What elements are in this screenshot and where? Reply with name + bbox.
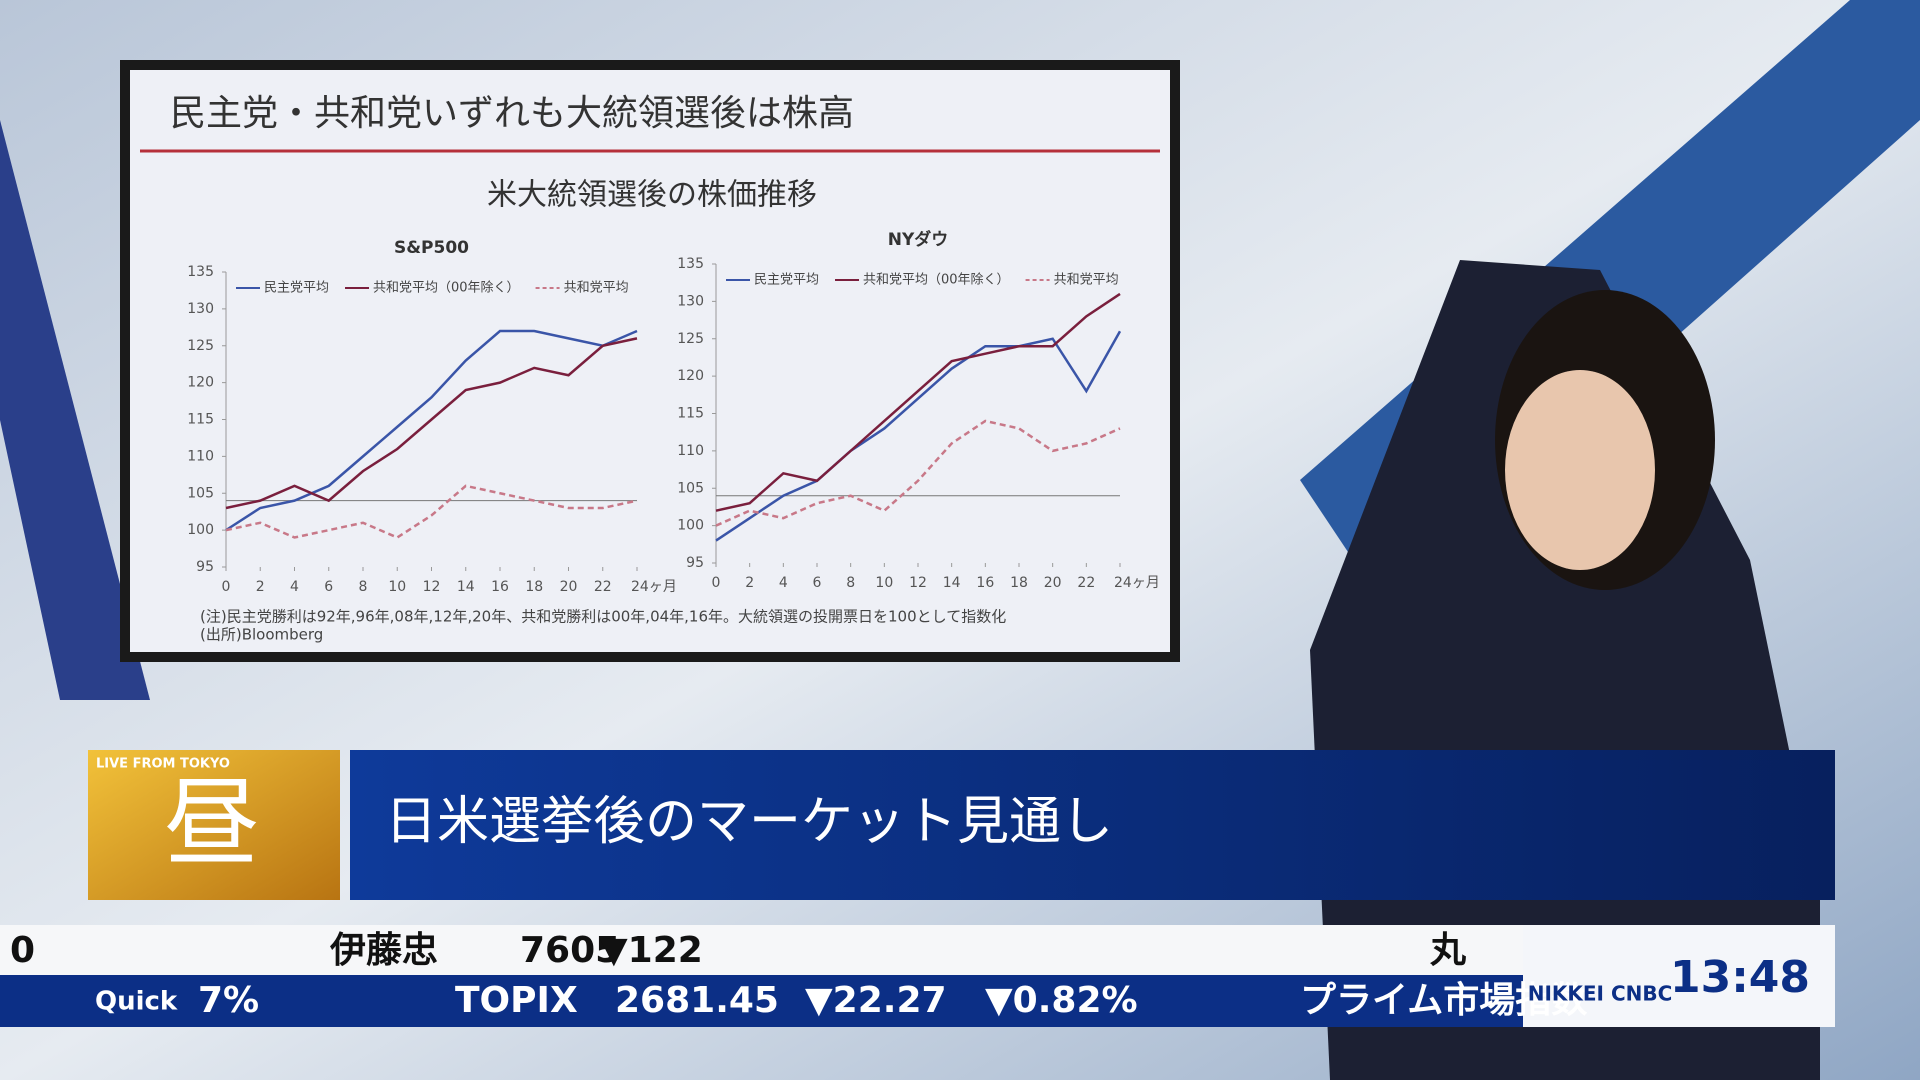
slide-title: 民主党・共和党いずれも大統領選後は株高 (170, 93, 854, 134)
x-tick-label: 16 (491, 579, 509, 595)
ticker-item: ▼122 (600, 930, 703, 971)
y-tick-label: 115 (677, 406, 704, 422)
ticker-bottom (0, 975, 1523, 1027)
y-tick-label: 130 (187, 301, 214, 317)
x-tick-label: 22 (594, 579, 612, 595)
x-tick-label: 4 (779, 575, 788, 591)
ticker-item: 7% (198, 980, 259, 1021)
x-tick-label: 14 (943, 575, 961, 591)
ticker-item: Quick (95, 987, 178, 1017)
legend-label: 民主党平均 (754, 273, 819, 288)
y-tick-label: 120 (187, 375, 214, 391)
x-tick-label: 2 (256, 579, 265, 595)
x-tick-label: 0 (222, 579, 231, 595)
slide (130, 70, 1170, 652)
x-tick-label: 8 (846, 575, 855, 591)
segment-label: 昼 (164, 767, 260, 879)
ticker-item: 丸 (1429, 930, 1466, 971)
series-line (715, 419, 1121, 527)
ticker-item: 0 (10, 930, 35, 971)
y-tick-label: 95 (196, 559, 214, 575)
ticker-top (0, 925, 1523, 975)
y-tick-label: 120 (677, 368, 704, 384)
ticker-item: 伊藤忠 (329, 930, 438, 971)
series-line (715, 330, 1122, 542)
series-line (225, 329, 638, 532)
y-tick-label: 100 (187, 522, 214, 538)
x-tick-label: 6 (813, 575, 822, 591)
series-line (715, 292, 1121, 512)
ticker-item: ▼22.27 (805, 980, 947, 1021)
slide-note: (出所)Bloomberg (200, 626, 323, 644)
ticker-item: プライム市場指数 (1300, 980, 1587, 1021)
clock: 13:48 (1670, 952, 1810, 1003)
x-tick-label: 4 (290, 579, 299, 595)
legend-label: 共和党平均（00年除く） (373, 281, 520, 296)
live-label: LIVE FROM TOKYO (96, 757, 230, 772)
series-line (225, 484, 638, 539)
y-tick-label: 135 (187, 264, 214, 280)
x-tick-label: 18 (525, 579, 543, 595)
x-tick-label: 14 (457, 579, 475, 595)
x-tick-label: 12 (909, 575, 927, 591)
x-tick-label: 16 (976, 575, 994, 591)
legend-label: 共和党平均（00年除く） (863, 273, 1010, 288)
headline-bar (350, 750, 1835, 900)
legend-label: 民主党平均 (264, 281, 329, 296)
y-tick-label: 105 (187, 485, 214, 501)
x-tick-label: 0 (712, 575, 721, 591)
series-line (225, 337, 638, 510)
slide-note: (注)民主党勝利は92年,96年,08年,12年,20年、共和党勝利は00年,0… (200, 608, 1006, 626)
y-tick-label: 105 (677, 480, 704, 496)
legend-label: 共和党平均 (1054, 273, 1119, 288)
x-tick-label: 24ヶ月 (631, 579, 677, 595)
chart-title: S&P500 (394, 238, 469, 258)
y-tick-label: 95 (686, 555, 704, 571)
x-tick-label: 6 (324, 579, 333, 595)
x-tick-label: 12 (423, 579, 441, 595)
studio-panel (0, 120, 150, 700)
x-tick-label: 22 (1077, 575, 1095, 591)
x-tick-label: 10 (388, 579, 406, 595)
y-tick-label: 125 (677, 331, 704, 347)
chart-title: NYダウ (888, 229, 949, 250)
ticker-item: 7605 (520, 930, 620, 971)
y-tick-label: 115 (187, 412, 214, 428)
x-tick-label: 24ヶ月 (1114, 575, 1160, 591)
ticker-item: ▼0.82% (985, 980, 1138, 1021)
ticker-item: TOPIX (455, 980, 578, 1021)
slide-subtitle: 米大統領選後の株価推移 (487, 178, 817, 213)
x-tick-label: 10 (875, 575, 893, 591)
y-tick-label: 125 (187, 338, 214, 354)
y-tick-label: 100 (677, 518, 704, 534)
x-tick-label: 2 (745, 575, 754, 591)
ticker-item: 2681.45 (615, 980, 779, 1021)
logo: NIKKEI CNBC (1528, 982, 1673, 1006)
x-tick-label: 8 (359, 579, 368, 595)
presenter-face (1505, 370, 1655, 570)
headline: 日米選挙後のマーケット見通し (385, 792, 1113, 852)
y-tick-label: 135 (677, 256, 704, 272)
y-tick-label: 110 (677, 443, 704, 459)
x-tick-label: 20 (1044, 575, 1062, 591)
x-tick-label: 18 (1010, 575, 1028, 591)
y-tick-label: 130 (677, 293, 704, 309)
logo-box (1523, 925, 1835, 1027)
legend-label: 共和党平均 (564, 281, 629, 296)
x-tick-label: 20 (560, 579, 578, 595)
segment-badge (88, 750, 340, 900)
y-tick-label: 110 (187, 448, 214, 464)
